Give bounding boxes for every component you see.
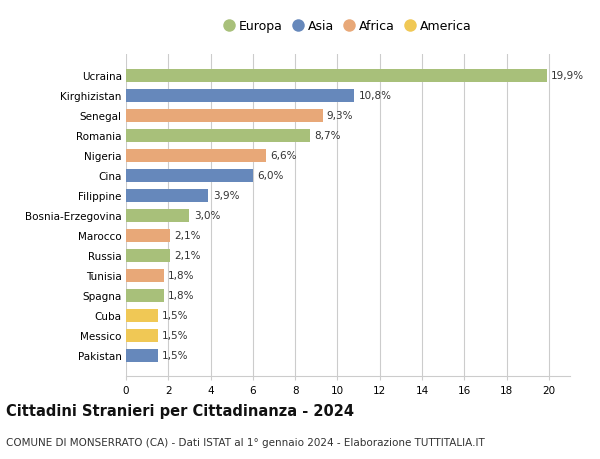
Text: 1,5%: 1,5% — [162, 310, 188, 320]
Text: 1,5%: 1,5% — [162, 330, 188, 340]
Text: 1,8%: 1,8% — [168, 270, 195, 280]
Text: 3,0%: 3,0% — [194, 211, 220, 221]
Bar — [126, 249, 170, 262]
Text: 8,7%: 8,7% — [314, 131, 341, 141]
Text: 6,6%: 6,6% — [270, 151, 296, 161]
Bar — [126, 90, 355, 102]
Bar — [126, 70, 547, 83]
Bar — [126, 110, 323, 123]
Bar — [126, 269, 164, 282]
Text: 19,9%: 19,9% — [551, 71, 584, 81]
Bar — [126, 309, 158, 322]
Text: 1,8%: 1,8% — [168, 291, 195, 301]
Text: 6,0%: 6,0% — [257, 171, 283, 181]
Text: 9,3%: 9,3% — [327, 111, 353, 121]
Bar — [126, 329, 158, 342]
Bar — [126, 150, 266, 162]
Text: 10,8%: 10,8% — [359, 91, 392, 101]
Text: 2,1%: 2,1% — [175, 251, 201, 261]
Bar — [126, 129, 310, 142]
Bar — [126, 189, 208, 202]
Bar — [126, 209, 190, 222]
Text: 3,9%: 3,9% — [212, 191, 239, 201]
Bar — [126, 289, 164, 302]
Text: COMUNE DI MONSERRATO (CA) - Dati ISTAT al 1° gennaio 2024 - Elaborazione TUTTITA: COMUNE DI MONSERRATO (CA) - Dati ISTAT a… — [6, 437, 485, 447]
Text: 2,1%: 2,1% — [175, 231, 201, 241]
Bar — [126, 169, 253, 182]
Bar — [126, 229, 170, 242]
Text: Cittadini Stranieri per Cittadinanza - 2024: Cittadini Stranieri per Cittadinanza - 2… — [6, 403, 354, 419]
Bar — [126, 349, 158, 362]
Legend: Europa, Asia, Africa, America: Europa, Asia, Africa, America — [220, 17, 476, 37]
Text: 1,5%: 1,5% — [162, 350, 188, 360]
